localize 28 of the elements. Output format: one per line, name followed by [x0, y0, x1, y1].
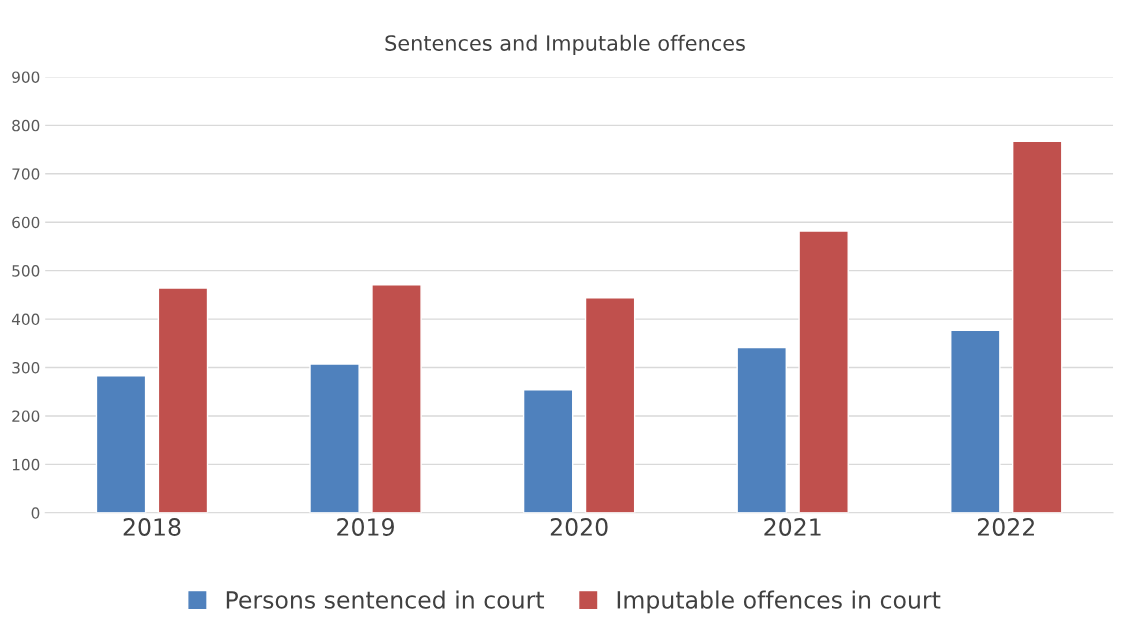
x-tick-label: 2018 — [123, 518, 181, 536]
y-tick-label: 900 — [12, 71, 40, 83]
bar — [95, 375, 147, 513]
legend-label: Imputable offences in court — [617, 590, 941, 614]
bar — [584, 297, 636, 513]
bar — [1011, 140, 1063, 513]
bar — [522, 389, 574, 513]
bar — [157, 287, 209, 513]
y-tick-label: 700 — [12, 168, 40, 180]
y-tick-label: 200 — [12, 410, 40, 422]
x-tick-label: 2021 — [764, 518, 821, 536]
y-tick-label: 400 — [11, 313, 40, 326]
x-tick-label: 2019 — [337, 518, 394, 536]
y-tick-label: 800 — [12, 119, 40, 132]
bar — [309, 363, 360, 513]
y-tick-label: 500 — [12, 265, 40, 277]
y-tick-label: 600 — [12, 216, 40, 229]
chart-title: Sentences and Imputable offences — [385, 34, 745, 55]
legend-label: Persons sentenced in court — [226, 590, 545, 609]
y-tick-label: 0 — [31, 507, 40, 519]
bar — [798, 230, 849, 513]
bar — [371, 283, 422, 513]
x-tick-label: 2022 — [977, 518, 1034, 536]
y-tick-label: 300 — [12, 361, 40, 374]
bar — [950, 329, 1001, 513]
bar — [736, 346, 787, 513]
y-tick-label: 100 — [12, 458, 40, 471]
x-tick-label: 2020 — [550, 518, 608, 536]
